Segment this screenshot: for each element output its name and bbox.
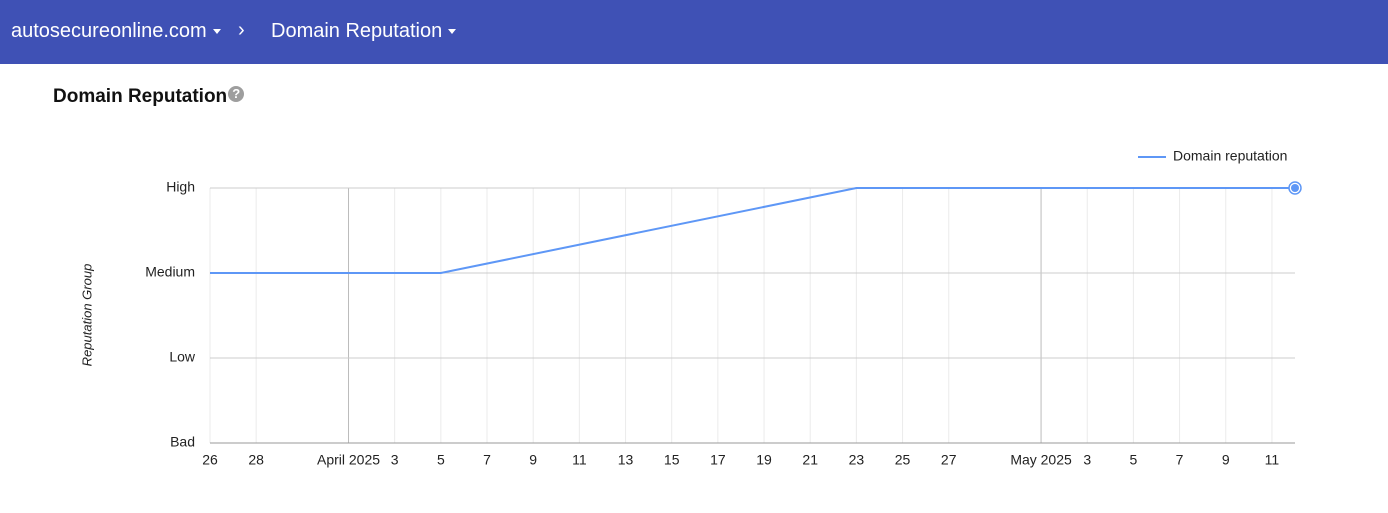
x-tick-label: 5 <box>1130 452 1138 468</box>
breadcrumb-separator: › <box>238 19 245 41</box>
y-tick-label: Low <box>169 349 196 365</box>
caret <box>448 29 457 35</box>
x-tick-label: 25 <box>895 452 911 468</box>
series-line <box>210 187 1295 274</box>
x-tick-label: 9 <box>529 452 537 468</box>
page-selector[interactable]: Domain Reputation <box>271 20 457 43</box>
x-tick-label: 3 <box>1083 452 1091 468</box>
y-tick-label: Medium <box>145 264 195 280</box>
x-tick-label: 21 <box>802 452 818 468</box>
x-tick-label: 27 <box>941 452 957 468</box>
y-axis-title: Reputation Group <box>79 264 94 367</box>
x-tick-label: May 2025 <box>1010 452 1072 468</box>
x-tick-label: 17 <box>710 452 726 468</box>
x-tick-label: 9 <box>1222 452 1230 468</box>
x-tick-label: 13 <box>618 452 634 468</box>
page-name: Domain Reputation <box>271 20 443 42</box>
x-tick-label: 11 <box>572 452 587 468</box>
y-tick-label: High <box>166 179 195 195</box>
last-point-core <box>1291 184 1299 192</box>
x-tick-label: 15 <box>664 452 680 468</box>
x-tick-label: 26 <box>202 452 218 468</box>
x-tick-label: 7 <box>483 452 491 468</box>
site-selector[interactable]: autosecureonline.com <box>11 20 221 43</box>
chart-title: Domain Reputation? <box>53 86 245 108</box>
y-tick-label: Bad <box>170 434 195 450</box>
title-text: Domain Reputation <box>53 86 228 107</box>
x-tick-label: 28 <box>248 452 264 468</box>
x-tick-label: 7 <box>1176 452 1184 468</box>
x-tick-label: 5 <box>437 452 445 468</box>
x-tick-label: 23 <box>849 452 865 468</box>
x-tick-label: 3 <box>391 452 399 468</box>
site-name: autosecureonline.com <box>11 20 207 42</box>
x-tick-label: April 2025 <box>317 452 380 468</box>
caret <box>212 29 221 35</box>
x-tick-label: 11 <box>1265 452 1280 468</box>
help-icon[interactable]: ? <box>228 86 245 102</box>
x-tick-label: 19 <box>756 452 772 468</box>
top-bar: autosecureonline.com › Domain Reputation <box>0 0 1388 64</box>
legend-label: Domain reputation <box>1173 148 1287 164</box>
